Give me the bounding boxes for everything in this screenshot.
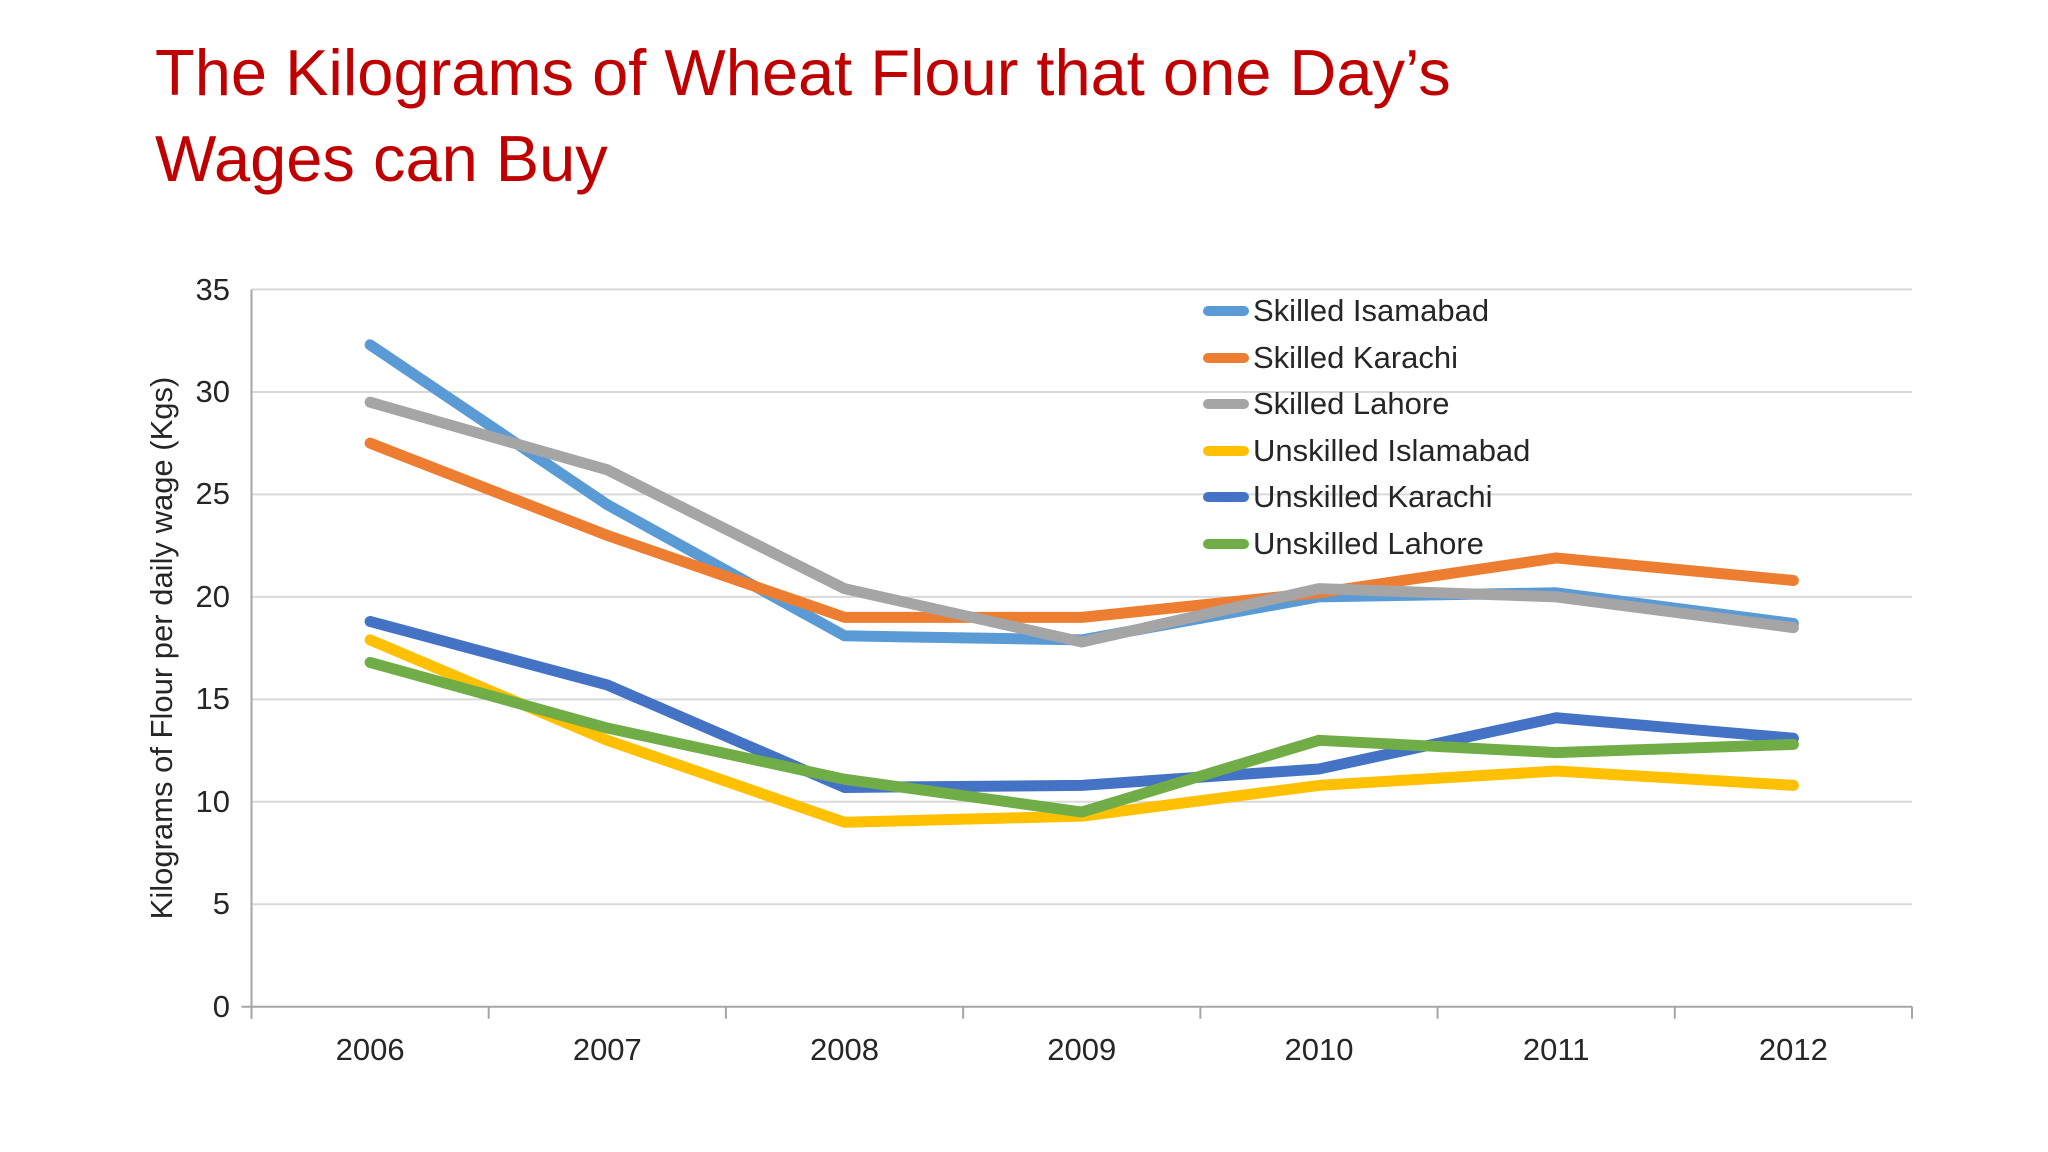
y-tick-label: 5: [212, 886, 230, 922]
series-line-unskilled-lahore: [364, 656, 1799, 818]
chart-title-line-2: Wages can Buy: [155, 121, 608, 195]
legend-swatch: [1203, 538, 1249, 549]
legend-swatch: [1203, 399, 1249, 410]
y-tick-label: 10: [195, 783, 230, 819]
legend-item: Skilled Isamabad: [1203, 288, 1530, 335]
legend-swatch: [1203, 445, 1249, 456]
legend-label: Unskilled Islamabad: [1253, 432, 1531, 468]
series-line-unskilled-islamabad: [364, 634, 1799, 828]
legend-item: Unskilled Lahore: [1203, 521, 1530, 568]
chart-legend: Skilled Isamabad Skilled Karachi Skilled L…: [1203, 288, 1530, 567]
x-tick-label: 2012: [1758, 1032, 1828, 1067]
y-tick-label: 25: [195, 476, 230, 512]
legend-item: Skilled Karachi: [1203, 335, 1530, 382]
y-tick-label: 15: [195, 681, 230, 717]
legend-item: Unskilled Karachi: [1203, 474, 1530, 521]
x-tick-label: 2007: [572, 1032, 642, 1067]
x-tick-label: 2011: [1522, 1032, 1590, 1067]
y-tick-label: 0: [212, 988, 230, 1024]
y-axis-title: Kilograms of Flour per daily wage (Kgs): [144, 376, 179, 920]
series-line-skilled-karachi: [364, 437, 1799, 623]
series-line-unskilled-karachi: [364, 615, 1799, 793]
y-tick-label: 30: [195, 373, 230, 409]
y-tick-label: 35: [195, 271, 230, 307]
y-tick-label: 20: [195, 578, 230, 614]
legend-swatch: [1203, 306, 1249, 317]
x-tick-label: 2009: [1047, 1032, 1117, 1067]
legend-label: Skilled Lahore: [1253, 386, 1450, 422]
legend-item: Skilled Lahore: [1203, 381, 1530, 428]
chart-title-line-1: The Kilograms of Wheat Flour that one Da…: [155, 36, 1451, 109]
legend-swatch: [1203, 492, 1249, 503]
x-tick-label: 2010: [1284, 1032, 1354, 1067]
legend-label: Unskilled Karachi: [1253, 479, 1493, 515]
x-tick-label: 2008: [810, 1032, 880, 1067]
legend-label: Skilled Isamabad: [1253, 293, 1490, 329]
legend-item: Unskilled Islamabad: [1203, 428, 1530, 475]
legend-label: Skilled Karachi: [1253, 339, 1459, 375]
legend-swatch: [1203, 352, 1249, 363]
chart-title: The Kilograms of Wheat Flour that one Da…: [155, 30, 1635, 202]
series-line-skilled-lahore: [364, 396, 1799, 648]
legend-label: Unskilled Lahore: [1253, 525, 1484, 561]
x-tick-label: 2006: [335, 1032, 405, 1067]
